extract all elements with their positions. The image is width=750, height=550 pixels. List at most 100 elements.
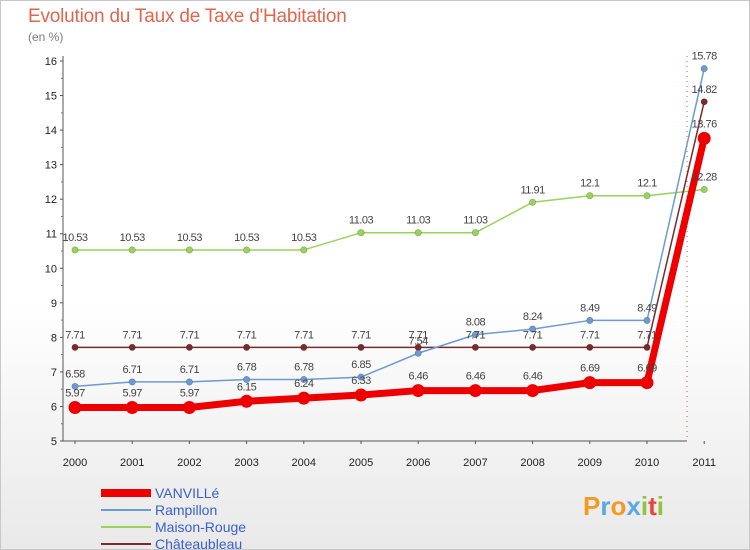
data-label: 10.53 (120, 232, 145, 244)
data-point (240, 394, 254, 408)
data-label: 7.71 (408, 329, 428, 341)
data-label: 7.71 (523, 329, 543, 341)
data-label: 6.69 (637, 363, 657, 375)
data-label: 8.08 (466, 317, 486, 329)
legend-swatch (101, 526, 151, 528)
data-point (700, 98, 708, 106)
data-label: 11.91 (520, 184, 545, 196)
legend-swatch (101, 543, 151, 545)
y-tick-label: 8 (51, 332, 57, 344)
data-point (529, 343, 537, 351)
x-tick-label: 2002 (177, 457, 201, 469)
x-tick-label: 2001 (120, 457, 144, 469)
chart-unit: (en %) (28, 30, 64, 44)
data-label: 6.58 (65, 368, 85, 380)
data-label: 11.03 (463, 215, 488, 227)
data-point (128, 343, 136, 351)
logo-letter: i (640, 491, 649, 521)
x-tick-label: 2000 (63, 457, 87, 469)
logo-letter: x (626, 491, 641, 521)
data-label: 7.71 (237, 329, 257, 341)
x-tick-label: 2007 (463, 457, 487, 469)
data-label: 7.71 (466, 329, 486, 341)
data-point (700, 65, 708, 73)
data-label: 5.97 (65, 387, 85, 399)
data-label: 10.53 (291, 232, 316, 244)
data-label: 7.71 (180, 329, 200, 341)
data-point (468, 384, 482, 398)
data-point (128, 378, 136, 386)
x-tick-label: 2010 (635, 457, 659, 469)
y-tick-label: 12 (45, 194, 57, 206)
data-point (185, 343, 193, 351)
data-point (68, 400, 82, 414)
data-point (471, 343, 479, 351)
data-label: 6.46 (523, 371, 543, 383)
data-label: 6.33 (351, 375, 371, 387)
legend-swatch (101, 509, 151, 511)
data-label: 6.78 (294, 362, 314, 374)
data-label: 15.78 (692, 51, 717, 63)
x-tick-label: 2008 (520, 457, 544, 469)
data-point (71, 382, 79, 390)
x-tick-label: 2006 (406, 457, 430, 469)
data-label: 5.97 (122, 387, 142, 399)
data-point (586, 343, 594, 351)
logo-letter: i (656, 491, 664, 521)
logo-letter: P (583, 491, 601, 521)
data-point (300, 375, 308, 384)
data-label: 8.49 (637, 302, 657, 314)
data-point (640, 376, 654, 390)
data-point (354, 388, 368, 402)
data-point (586, 316, 594, 324)
data-label: 7.54 (408, 335, 428, 347)
y-tick-label: 9 (51, 298, 57, 310)
data-point (71, 343, 79, 351)
data-label: 10.53 (62, 232, 87, 244)
data-point (697, 131, 711, 145)
data-label: 6.69 (580, 363, 600, 375)
series-line-3 (75, 101, 705, 349)
data-point (471, 229, 479, 237)
data-point (300, 343, 308, 351)
data-point (297, 391, 311, 405)
data-label: 12.1 (637, 178, 657, 190)
proxiti-logo: Proxiti (583, 491, 664, 522)
data-point (185, 246, 193, 254)
data-point (529, 198, 537, 206)
data-label: 8.24 (523, 311, 543, 323)
data-point (643, 192, 651, 200)
data-label: 7.71 (65, 329, 85, 341)
y-tick-label: 11 (46, 229, 57, 241)
y-tick-label: 5 (51, 436, 57, 448)
data-point (243, 375, 251, 384)
data-point (471, 331, 479, 339)
data-label: 11.03 (349, 215, 374, 227)
y-tick-label: 14 (45, 125, 57, 137)
data-point (583, 376, 597, 390)
data-label: 7.71 (580, 329, 600, 341)
data-label: 6.15 (237, 381, 257, 393)
data-label: 7.71 (122, 329, 142, 341)
y-tick-label: 10 (45, 263, 57, 275)
series-line-1 (74, 68, 705, 388)
legend-label: VANVILLé (155, 485, 220, 501)
data-label: 12.28 (692, 172, 717, 184)
data-point (71, 246, 79, 254)
legend-label: Maison-Rouge (155, 519, 247, 535)
data-label: 6.46 (466, 371, 486, 383)
y-tick-label: 15 (45, 91, 57, 103)
legend-swatch (101, 489, 151, 497)
data-point (300, 246, 308, 254)
chart-title: Evolution du Taux de Taxe d'Habitation (28, 6, 347, 27)
data-point (411, 384, 425, 398)
x-tick-label: 2009 (578, 457, 602, 469)
data-label: 14.82 (692, 84, 717, 96)
data-point (526, 384, 540, 398)
data-point (643, 316, 651, 324)
data-label: 10.53 (234, 232, 259, 244)
data-point (414, 349, 422, 357)
logo-letter: t (648, 491, 657, 521)
